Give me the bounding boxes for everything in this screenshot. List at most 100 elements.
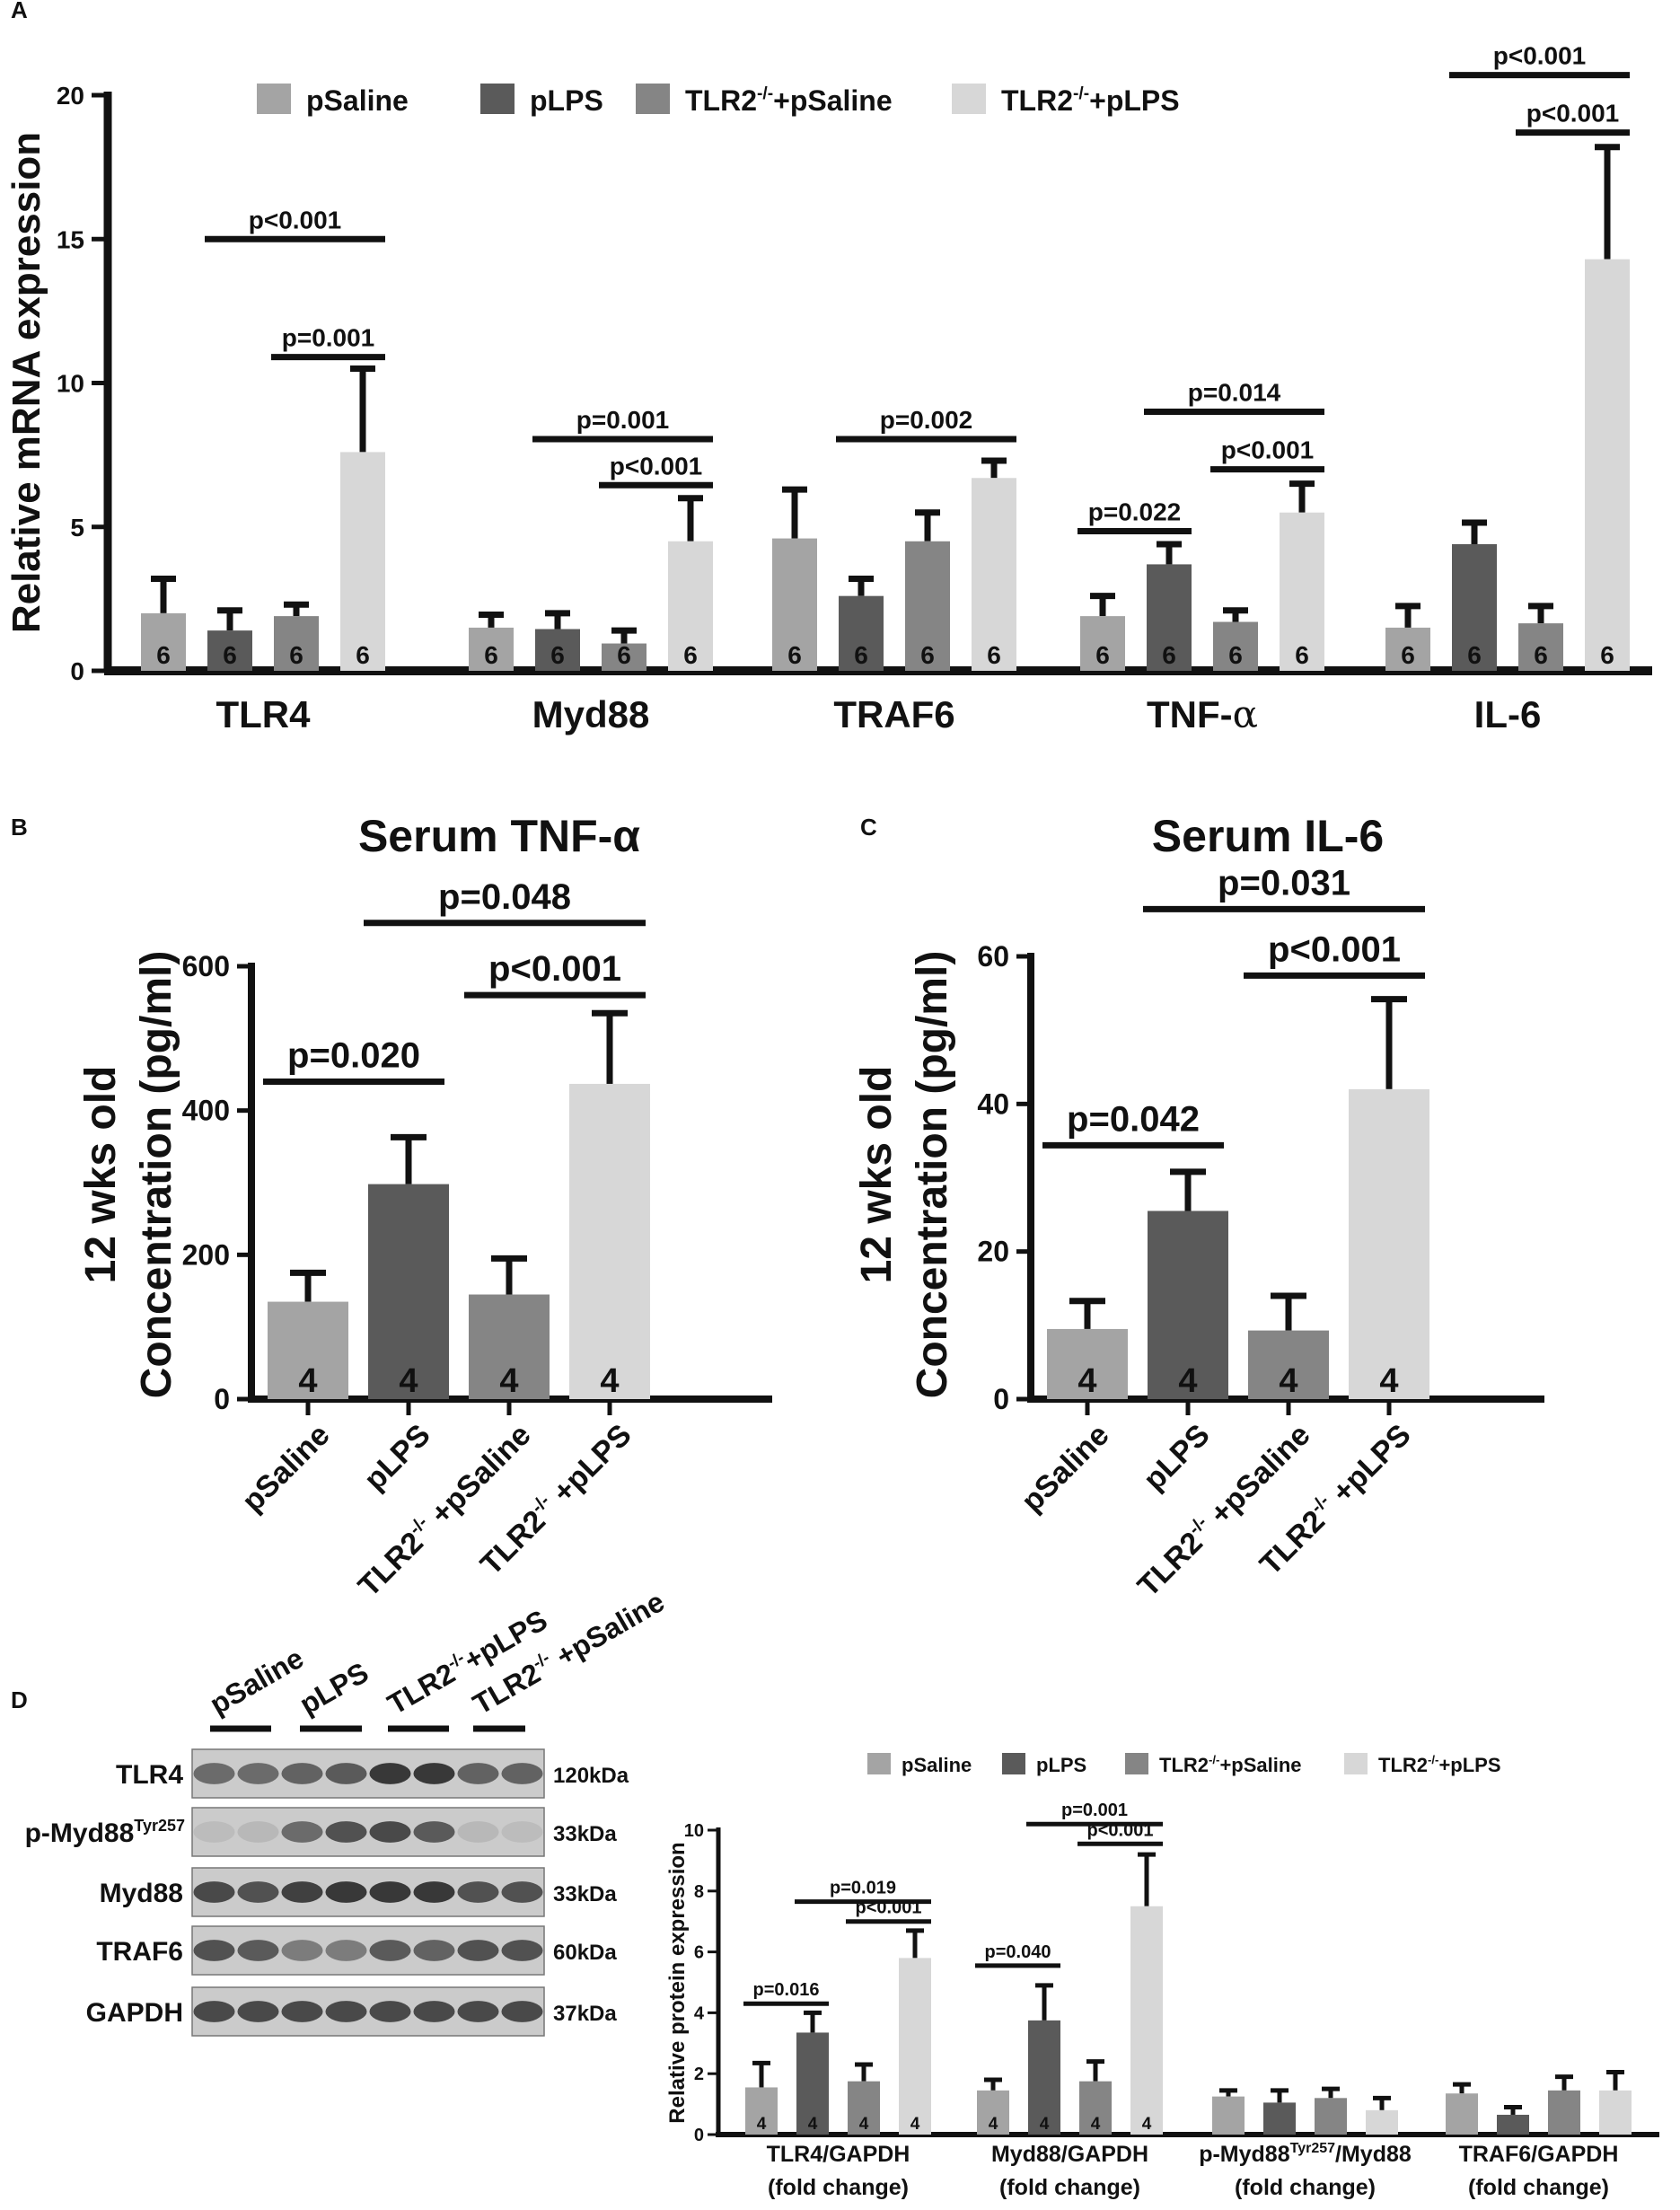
d-bar-n-label: 4 (859, 2115, 869, 2134)
d-blot-row-label: GAPDH (86, 1998, 183, 2028)
a-bar-3-2 (972, 478, 1016, 671)
a-bar-2-1 (602, 643, 646, 671)
a-bar-n-label: 6 (1534, 641, 1548, 669)
a-bar-n-label: 6 (1095, 641, 1110, 669)
label-part: +pSaline (543, 1585, 669, 1677)
d-significance-label: p<0.001 (1087, 1820, 1154, 1840)
b-y-tick-label: 0 (214, 1383, 230, 1415)
d-blot-band (369, 1763, 411, 1784)
d-blot-band (457, 1881, 499, 1903)
d-blot-band (369, 1821, 411, 1843)
d-legend-label-0: pSaline (902, 1754, 972, 1776)
c-y-tick-label: 20 (977, 1236, 1009, 1268)
label-part: TLR2 (1001, 84, 1073, 117)
label-part: TLR2 (1378, 1754, 1428, 1776)
a-y-tick-label: 10 (57, 370, 84, 398)
d-category-sublabel: (fold change) (768, 2175, 909, 2200)
d-category-label: TRAF6/GAPDH (1459, 2142, 1619, 2167)
label-part: TLR2 (383, 1657, 461, 1721)
c-significance-label: p<0.001 (1268, 929, 1401, 969)
d-blot-band (281, 1881, 323, 1903)
a-bar-n-label: 6 (683, 641, 698, 669)
a-category-label: IL-6 (1474, 693, 1542, 735)
d-bar-3-0 (899, 1958, 931, 2135)
c-y-axis-title-line2: Concentration (pg/ml) (909, 951, 956, 1399)
d-bar-3-3 (1599, 2090, 1632, 2135)
b-bar-2 (469, 1294, 550, 1399)
a-bar-3-3 (1280, 512, 1324, 671)
b-bar-0 (268, 1301, 348, 1399)
d-blot-band (237, 1821, 279, 1843)
d-bar-1-3 (1497, 2114, 1529, 2135)
d-blot-band (325, 2001, 367, 2022)
a-legend-swatch-2 (636, 84, 670, 114)
d-blot-group-label: pSaline (205, 1642, 310, 1721)
b-significance-label: p=0.048 (438, 877, 571, 917)
a-bar-n-label: 6 (223, 641, 237, 669)
b-bar-1 (368, 1184, 449, 1399)
d-bar-n-label: 4 (910, 2115, 920, 2134)
d-blot-band (413, 2001, 455, 2022)
d-blot-band (369, 2001, 411, 2022)
a-bar-0-1 (469, 627, 514, 671)
a-significance-label: p<0.001 (610, 452, 703, 480)
label-part: α (1233, 692, 1258, 736)
b-bar-n-label: 4 (298, 1362, 317, 1400)
a-significance-label: p=0.001 (282, 324, 375, 352)
d-bar-0-3 (1446, 2093, 1478, 2135)
d-blot-size-label: 60kDa (553, 1941, 617, 1965)
c-significance-label: p=0.042 (1067, 1099, 1200, 1139)
c-title: Serum IL-6 (1152, 811, 1384, 861)
b-y-axis-title-line1: 12 wks old (77, 1066, 125, 1284)
a-legend-label-0: pSaline (306, 84, 409, 117)
d-blot-band (325, 1821, 367, 1843)
c-significance-label: p=0.031 (1218, 863, 1350, 902)
a-significance-label: p=0.014 (1188, 379, 1281, 407)
d-bar-3-1 (1130, 1906, 1163, 2135)
label-part: /Myd88 (1335, 2142, 1412, 2167)
label-part: TRAF6 (96, 1937, 183, 1967)
b-category-label: pSaline (235, 1418, 336, 1519)
d-y-tick-label: 2 (694, 2065, 704, 2084)
d-blot-band (457, 1821, 499, 1843)
d-blot-row-label: TLR4 (116, 1760, 183, 1790)
a-legend-label-1: pLPS (530, 84, 603, 117)
b-bar-n-label: 4 (600, 1362, 619, 1400)
a-bar-1-0 (207, 630, 252, 671)
a-bar-0-0 (141, 612, 186, 671)
d-blot-band (501, 1881, 543, 1903)
b-bar-n-label: 4 (399, 1362, 418, 1400)
label-part: -/- (1073, 84, 1089, 103)
d-category-label: p-Myd88Tyr257/Myd88 (1199, 2141, 1412, 2167)
d-bar-0-1 (977, 2090, 1009, 2135)
a-bar-0-3 (1080, 616, 1125, 671)
a-bar-n-label: 6 (1401, 641, 1415, 669)
c-y-axis-title-line1: 12 wks old (853, 1066, 901, 1284)
b-y-axis-title-line2: Concentration (pg/ml) (133, 951, 180, 1399)
c-bar-n-label: 4 (1279, 1362, 1297, 1400)
b-y-tick-label: 600 (182, 950, 230, 982)
a-bar-n-label: 6 (1467, 641, 1482, 669)
a-bar-2-2 (905, 541, 950, 671)
a-bar-n-label: 6 (1228, 641, 1243, 669)
label-part: Myd88 (100, 1879, 183, 1908)
d-blot-band (193, 1763, 235, 1784)
d-bar-n-label: 4 (757, 2115, 767, 2134)
label-part: TLR4 (116, 1760, 183, 1790)
a-bar-3-1 (668, 541, 713, 671)
d-blot-row-label: p-Myd88Tyr257 (25, 1817, 185, 1848)
d-blot-band (501, 1940, 543, 1961)
d-legend-swatch-1 (1002, 1753, 1025, 1774)
a-significance-label: p<0.001 (1526, 100, 1620, 128)
d-blot-frame (191, 1807, 545, 1857)
d-bar-1-0 (796, 2032, 829, 2135)
d-significance-label: p=0.040 (985, 1942, 1051, 1962)
d-category-label: Myd88/GAPDH (991, 2142, 1148, 2167)
d-blot-band (193, 1940, 235, 1961)
d-y-tick-label: 6 (694, 1943, 704, 1963)
a-legend-swatch-3 (952, 84, 986, 114)
d-blot-size-label: 120kDa (553, 1764, 629, 1788)
d-blot-band (281, 1821, 323, 1843)
d-category-label: TLR4/GAPDH (767, 2142, 910, 2167)
d-significance-label: p=0.001 (1061, 1801, 1128, 1820)
